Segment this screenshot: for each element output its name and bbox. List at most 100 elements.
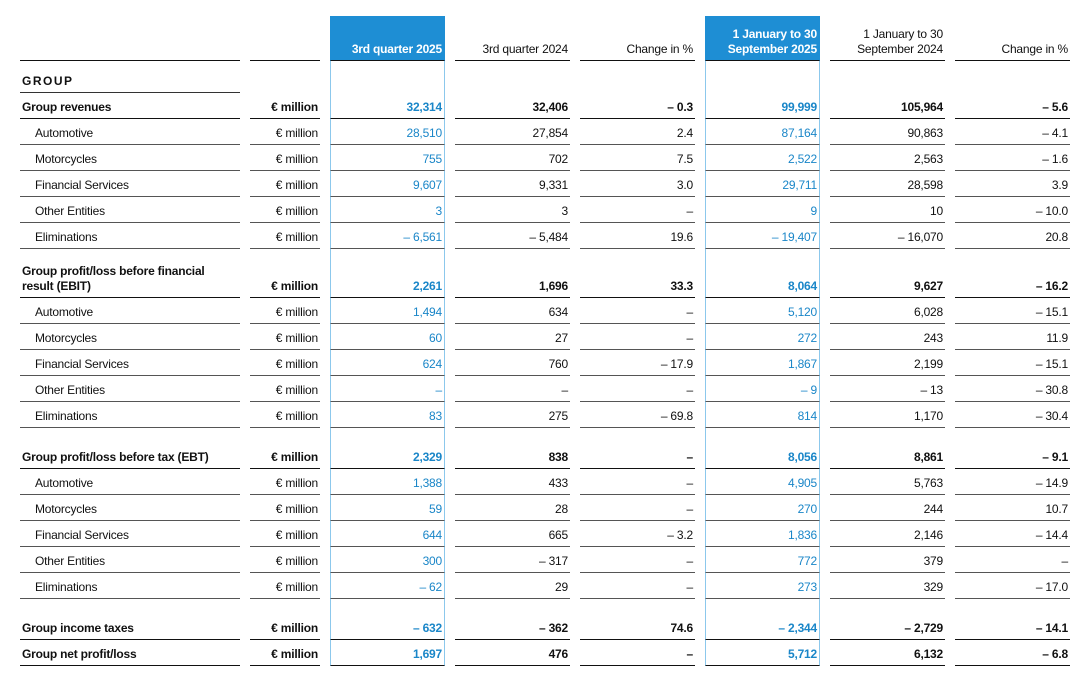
row-label: Motorcycles xyxy=(20,495,240,521)
value: 19.6 xyxy=(580,223,695,249)
unit: € million xyxy=(250,547,320,573)
value: 74.6 xyxy=(580,614,695,640)
value: 379 xyxy=(830,547,945,573)
value: 28,510 xyxy=(330,119,445,145)
spacer xyxy=(330,428,445,443)
value: – 1.6 xyxy=(955,145,1070,171)
value: 272 xyxy=(705,324,820,350)
header-row: 3rd quarter 2025 3rd quarter 2024 Change i… xyxy=(20,16,1070,61)
results-table: 3rd quarter 2025 3rd quarter 2024 Change i… xyxy=(10,16,1080,666)
unit: € million xyxy=(250,145,320,171)
value: 3.9 xyxy=(955,171,1070,197)
value: 476 xyxy=(455,640,570,666)
value: – xyxy=(580,376,695,402)
empty-cell xyxy=(830,61,945,93)
value: – 317 xyxy=(455,547,570,573)
value: – xyxy=(330,376,445,402)
value: 760 xyxy=(455,350,570,376)
value: 244 xyxy=(830,495,945,521)
spacer xyxy=(705,599,820,614)
value: 9 xyxy=(705,197,820,223)
value: – 6,561 xyxy=(330,223,445,249)
spacer xyxy=(330,249,445,264)
column-header: 3rd quarter 2025 xyxy=(330,16,445,61)
value: 33.3 xyxy=(580,264,695,298)
value: – 14.9 xyxy=(955,469,1070,495)
value: 87,164 xyxy=(705,119,820,145)
row-label: Financial Services xyxy=(20,171,240,197)
unit: € million xyxy=(250,171,320,197)
unit: € million xyxy=(250,298,320,324)
value: – xyxy=(580,298,695,324)
row-label: Other Entities xyxy=(20,197,240,223)
empty-cell xyxy=(250,61,320,93)
value: 3 xyxy=(455,197,570,223)
data-row: Financial Services € million 9,607 9,331 3.0… xyxy=(20,171,1070,197)
value: 8,056 xyxy=(705,443,820,469)
data-row: Eliminations € million 83 275 – 69.8 814 1,170… xyxy=(20,402,1070,428)
value: 772 xyxy=(705,547,820,573)
column-header: Change in % xyxy=(580,16,695,61)
value: 3 xyxy=(330,197,445,223)
value: 9,331 xyxy=(455,171,570,197)
value: 29,711 xyxy=(705,171,820,197)
spacer xyxy=(830,249,945,264)
value: – xyxy=(580,443,695,469)
value: 8,064 xyxy=(705,264,820,298)
value: 1,388 xyxy=(330,469,445,495)
unit: € million xyxy=(250,223,320,249)
column-header: 1 January to 30 September 2024 xyxy=(830,16,945,61)
spacer xyxy=(955,249,1070,264)
value: – xyxy=(580,573,695,599)
value: 6,132 xyxy=(830,640,945,666)
data-row: Group revenues € million 32,314 32,406 – 0.3… xyxy=(20,93,1070,119)
spacer xyxy=(20,428,240,443)
value: 5,763 xyxy=(830,469,945,495)
data-row: Automotive € million 1,494 634–5,120 6,028 – … xyxy=(20,298,1070,324)
value: 2,329 xyxy=(330,443,445,469)
row-label: Other Entities xyxy=(20,547,240,573)
spacer xyxy=(705,249,820,264)
value: – 4.1 xyxy=(955,119,1070,145)
value: 32,314 xyxy=(330,93,445,119)
value: 2,563 xyxy=(830,145,945,171)
spacer xyxy=(955,428,1070,443)
spacer xyxy=(580,599,695,614)
value: 9,607 xyxy=(330,171,445,197)
spacer xyxy=(955,599,1070,614)
group-label: GROUP xyxy=(20,61,240,93)
row-label: Group income taxes xyxy=(20,614,240,640)
value: – 30.4 xyxy=(955,402,1070,428)
data-row: Eliminations € million – 62 29–273 329 – 17.0 xyxy=(20,573,1070,599)
row-label: Other Entities xyxy=(20,376,240,402)
value: 243 xyxy=(830,324,945,350)
unit: € million xyxy=(250,495,320,521)
data-row: Group net profit/loss € million 1,697 476–5… xyxy=(20,640,1070,666)
empty-cell xyxy=(705,61,820,93)
row-label: Financial Services xyxy=(20,521,240,547)
value: – 17.9 xyxy=(580,350,695,376)
data-row: Financial Services € million 624 760 – 17.9 1… xyxy=(20,350,1070,376)
value: 27,854 xyxy=(455,119,570,145)
column-header: 1 January to 30 September 2025 xyxy=(705,16,820,61)
value: 83 xyxy=(330,402,445,428)
row-label: Motorcycles xyxy=(20,145,240,171)
value: – 13 xyxy=(830,376,945,402)
unit: € million xyxy=(250,376,320,402)
value: 665 xyxy=(455,521,570,547)
value: – 14.4 xyxy=(955,521,1070,547)
data-row: Group profit/loss before financial resul… xyxy=(20,264,1070,298)
value: 2.4 xyxy=(580,119,695,145)
value: 9,627 xyxy=(830,264,945,298)
unit: € million xyxy=(250,264,320,298)
value: – 17.0 xyxy=(955,573,1070,599)
value: – 30.8 xyxy=(955,376,1070,402)
unit: € million xyxy=(250,350,320,376)
row-label: Eliminations xyxy=(20,573,240,599)
value: – 2,729 xyxy=(830,614,945,640)
column-header: Change in % xyxy=(955,16,1070,61)
value: 624 xyxy=(330,350,445,376)
value: 11.9 xyxy=(955,324,1070,350)
value: 6,028 xyxy=(830,298,945,324)
